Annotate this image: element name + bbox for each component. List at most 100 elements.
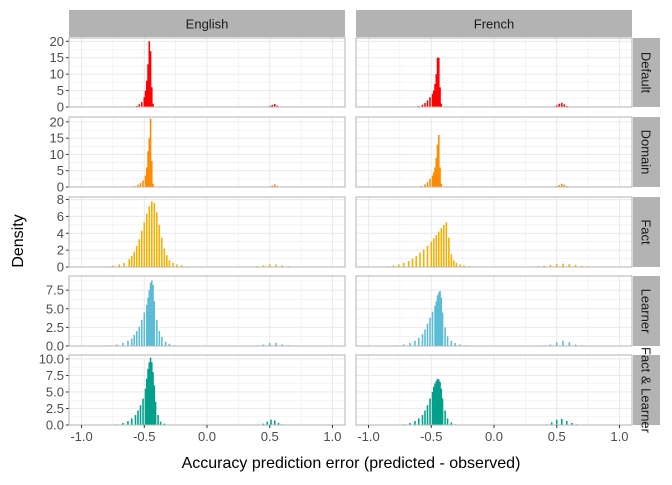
histogram-bar (268, 343, 271, 346)
histogram-bar (438, 379, 440, 425)
histogram-bar (432, 90, 435, 107)
histogram-bar (127, 340, 129, 346)
histogram-bar (543, 265, 545, 267)
y-tick-label: 6 (57, 209, 64, 224)
histogram-bar (168, 260, 171, 267)
histogram-bar (144, 175, 147, 187)
histogram-bar (581, 265, 583, 267)
histogram-bar (148, 362, 151, 425)
y-tick-label: 0 (57, 180, 64, 195)
histogram-bar (426, 245, 429, 267)
histogram-bar (148, 138, 151, 187)
x-axis-title: Accuracy prediction error (predicted - o… (182, 455, 521, 472)
histogram-bar (438, 57, 440, 107)
histogram-bar (450, 422, 453, 425)
histogram-bar (151, 280, 153, 346)
histogram-bar (426, 182, 429, 187)
histogram-bar (270, 419, 272, 425)
x-tick-label: 0.5 (261, 429, 279, 444)
histogram-bar (127, 421, 129, 425)
row-strip-fact (633, 197, 660, 267)
histogram-bar (152, 372, 154, 425)
y-tick-label: 10 (50, 67, 64, 82)
y-tick-label: 4 (57, 226, 64, 241)
x-tick-label: -0.5 (420, 429, 442, 444)
histogram-bar (158, 331, 161, 346)
histogram-bar (123, 262, 125, 267)
histogram-bar (440, 297, 443, 346)
histogram-bar (122, 343, 124, 346)
histogram-bar (555, 342, 558, 346)
histogram-bar (558, 103, 561, 107)
histogram-bar (563, 184, 566, 187)
histogram-bar (161, 237, 163, 267)
histogram-bar (397, 264, 400, 267)
histogram-bar (130, 418, 133, 425)
histogram-bar (145, 167, 148, 187)
row-strip-label: Default (639, 52, 654, 94)
histogram-bar (133, 334, 136, 346)
row-strip-label: Fact & Learner (639, 347, 654, 434)
column-strip-english (69, 10, 345, 37)
histogram-bar (431, 391, 434, 425)
histogram-bar (562, 263, 564, 267)
histogram-bar (555, 419, 558, 425)
histogram-bar (454, 343, 456, 346)
histogram-bar (140, 319, 143, 346)
histogram-bar (421, 334, 424, 346)
y-tick-label: 7.5 (46, 283, 64, 298)
histogram-bar (164, 341, 167, 346)
histogram-bar (152, 284, 154, 346)
histogram-bar (168, 343, 171, 346)
histogram-bar (122, 423, 124, 425)
histogram-bar (560, 419, 563, 425)
histogram-bar (424, 103, 426, 107)
histogram-bar (156, 212, 158, 267)
histogram-bar (455, 262, 458, 267)
histogram-bar (166, 255, 168, 267)
histogram-bar (151, 362, 153, 425)
panel-border (355, 37, 633, 108)
histogram-bar (161, 337, 163, 346)
histogram-bar (444, 327, 446, 346)
row-strip-default (633, 38, 660, 107)
y-tick-label: 2.5 (46, 320, 64, 335)
y-tick-label: 15 (50, 131, 64, 146)
histogram-bar (145, 378, 148, 425)
histogram-bar (415, 256, 418, 267)
histogram-bar (138, 104, 141, 107)
histogram-bar (445, 222, 448, 267)
histogram-bar (140, 230, 143, 267)
histogram-bar (273, 184, 276, 187)
histogram-bar (147, 64, 149, 107)
histogram-bar (163, 248, 166, 267)
panel-border (68, 275, 346, 347)
histogram-bar (148, 41, 151, 107)
histogram-bar (137, 410, 139, 425)
histogram-bar (438, 292, 440, 346)
y-tick-label: 0 (57, 100, 64, 115)
y-tick-label: 0 (57, 260, 64, 275)
histogram-bar (277, 423, 280, 425)
histogram-bar (441, 312, 444, 346)
histogram-bar (414, 421, 416, 425)
histogram-bar (142, 398, 144, 425)
panel-border (68, 196, 346, 268)
x-tick-label: -1.0 (70, 429, 92, 444)
histogram-bar (568, 342, 571, 346)
row-strip-label: Fact (639, 219, 654, 245)
histogram-bar (549, 264, 552, 267)
histogram-bar (281, 344, 284, 346)
y-tick-label: 15 (50, 50, 64, 65)
histogram-bar (440, 183, 443, 187)
histogram-bar (142, 180, 144, 187)
x-tick-label: -0.5 (133, 429, 155, 444)
row-strip-label: Learner (639, 289, 654, 334)
histogram-bar (411, 258, 414, 267)
histogram-bar (438, 231, 440, 267)
histogram-bar (426, 405, 429, 425)
histogram-bar (560, 183, 563, 187)
histogram-bar (276, 105, 279, 107)
panel-border (68, 37, 346, 108)
histogram-bar (446, 336, 449, 346)
